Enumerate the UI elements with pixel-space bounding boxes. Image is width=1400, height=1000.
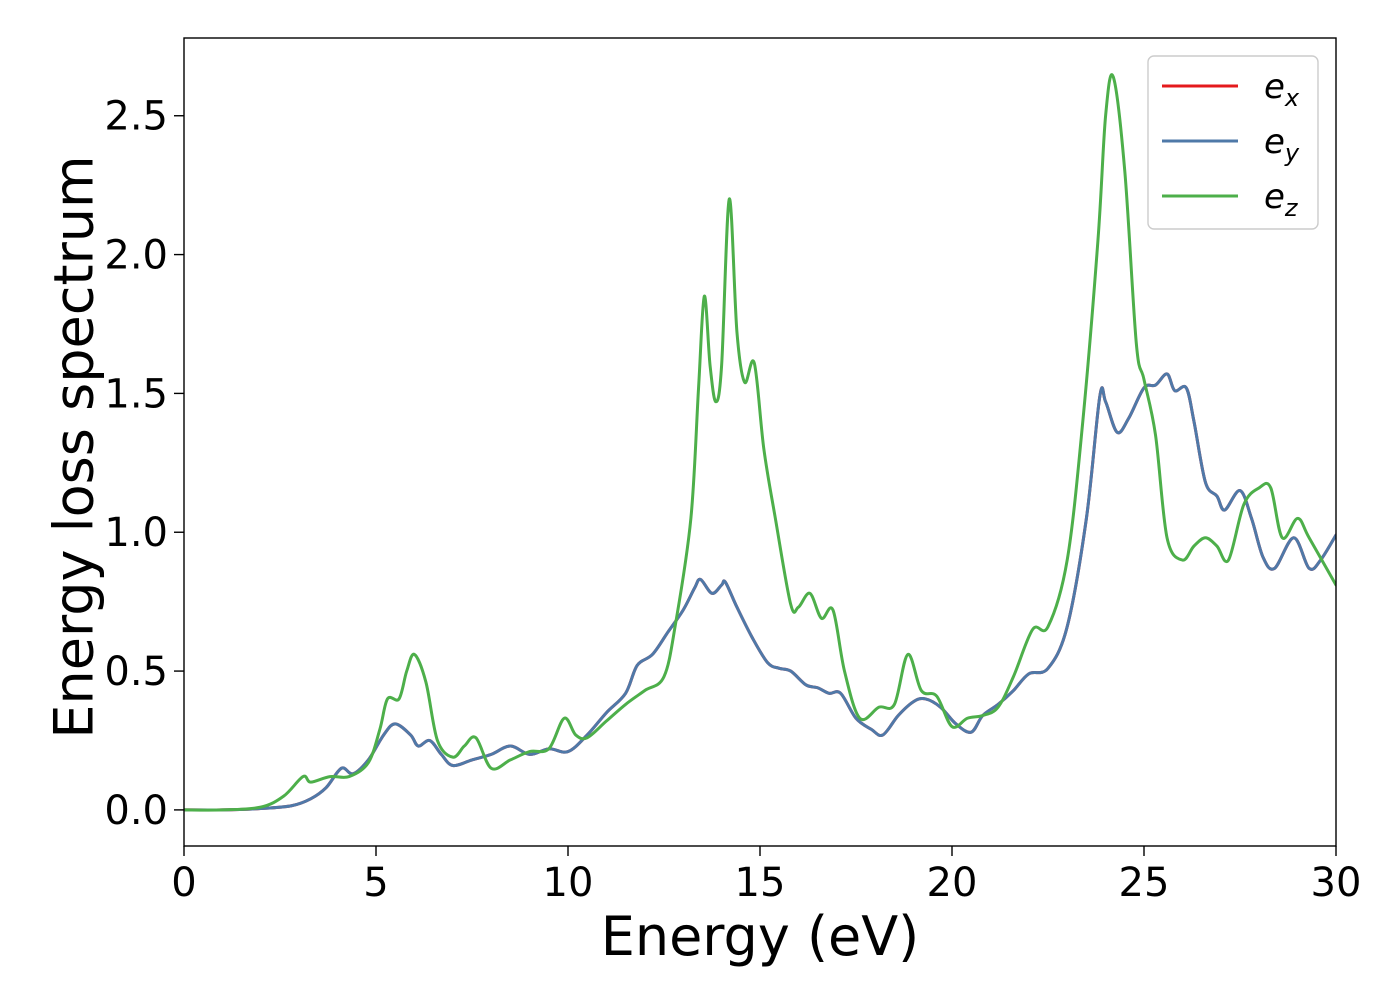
series-layer: [184, 73, 1336, 812]
ticks-layer: 0 5 10 15 20 25 30 0.0 0.5 1.0 1.5 2.0 2.5: [104, 94, 1361, 906]
y-tick-label: 2.0: [104, 233, 168, 279]
y-tick-label: 0.0: [104, 788, 168, 834]
x-tick-label: 30: [1311, 860, 1362, 906]
legend-label: ex: [1264, 67, 1300, 112]
y-axis-label: Energy loss spectrum: [43, 155, 106, 738]
legend-subscript: x: [1284, 84, 1300, 112]
x-tick-label: 20: [927, 860, 978, 906]
series-line-e-x: [184, 372, 1336, 812]
y-tick-label: 1.5: [104, 371, 168, 417]
x-axis-label: Energy (eV): [601, 905, 920, 968]
legend-subscript: z: [1284, 194, 1299, 222]
series-line-e-y: [184, 372, 1336, 812]
y-tick-label: 0.5: [104, 649, 168, 695]
y-tick-label: 1.0: [104, 510, 168, 556]
x-tick-label: 10: [543, 860, 594, 906]
x-tick-label: 5: [363, 860, 388, 906]
legend-subscript: y: [1284, 139, 1300, 167]
x-tick-label: 0: [171, 860, 196, 906]
x-tick-label: 25: [1119, 860, 1170, 906]
y-tick-label: 2.5: [104, 94, 168, 140]
x-tick-label: 15: [735, 860, 786, 906]
series-line-e-z: [184, 73, 1336, 812]
